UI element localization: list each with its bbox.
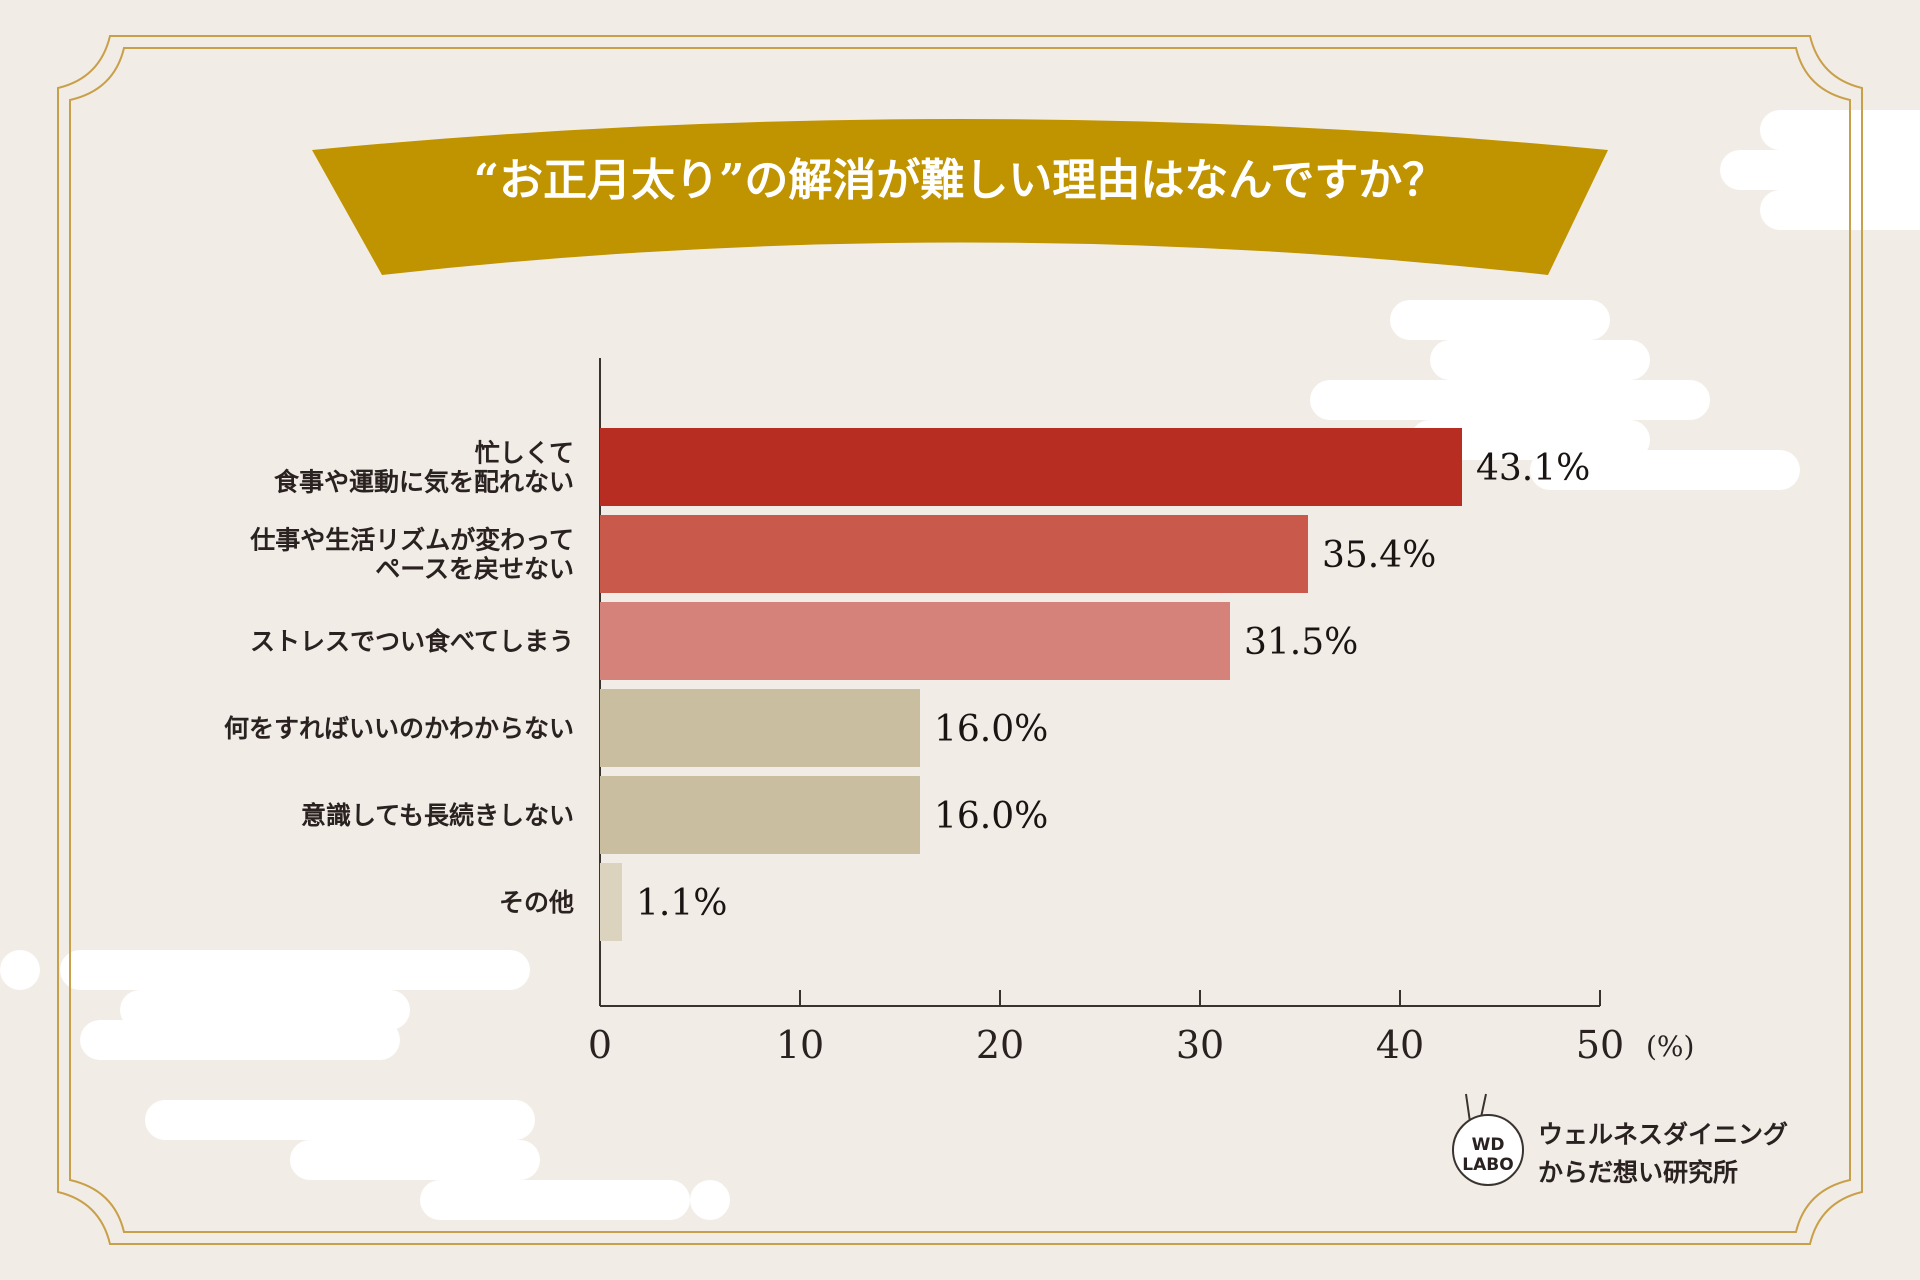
bar <box>600 602 1230 680</box>
x-tick-label: 10 <box>776 1023 824 1067</box>
bar <box>600 689 920 767</box>
logo-badge-wd: WD <box>1472 1135 1505 1155</box>
bar-value-label: 16.0% <box>934 796 1048 837</box>
wd-labo-logo: WD LABO ウェルネスダイニング からだ想い研究所 <box>1452 1093 1788 1187</box>
bar-value-label: 35.4% <box>1322 535 1436 576</box>
x-axis-unit-label: (%) <box>1646 1030 1694 1063</box>
x-tick-label: 50 <box>1576 1023 1624 1067</box>
logo-text-line2: からだ想い研究所 <box>1538 1158 1738 1187</box>
logo-text-line1: ウェルネスダイニング <box>1538 1120 1788 1149</box>
ornamental-frame <box>57 35 1863 1245</box>
logo-antenna-left <box>1465 1093 1471 1123</box>
title-banner <box>312 119 1608 275</box>
x-tick-label: 40 <box>1376 1023 1424 1067</box>
bar <box>600 428 1462 506</box>
category-label: 忙しくて <box>475 439 574 468</box>
bar <box>600 863 622 941</box>
category-label: 仕事や生活リズムが変わって <box>249 526 574 555</box>
category-label: 何をすればいいのかわからない <box>224 714 574 743</box>
bar-value-label: 1.1% <box>636 883 727 924</box>
category-label: ストレスでつい食べてしまう <box>250 627 574 656</box>
logo-badge-labo: LABO <box>1462 1155 1513 1175</box>
x-tick-label: 20 <box>976 1023 1024 1067</box>
bar-value-label: 43.1% <box>1476 448 1590 489</box>
decorative-clouds <box>0 110 1920 1220</box>
bar <box>600 515 1308 593</box>
category-label: 意識しても長続きしない <box>301 801 574 830</box>
x-tick-label: 0 <box>588 1023 612 1067</box>
logo-badge-circle <box>1452 1114 1524 1186</box>
chart-title: “お正月太り”の解消が難しい理由はなんですか？ <box>474 155 1446 206</box>
bar-value-label: 16.0% <box>934 709 1048 750</box>
category-label: ペースを戻せない <box>375 555 574 584</box>
bar <box>600 776 920 854</box>
category-label: 食事や運動に気を配れない <box>274 468 574 497</box>
bar-value-label: 31.5% <box>1244 622 1358 663</box>
category-label: その他 <box>499 888 574 917</box>
x-tick-label: 30 <box>1176 1023 1224 1067</box>
